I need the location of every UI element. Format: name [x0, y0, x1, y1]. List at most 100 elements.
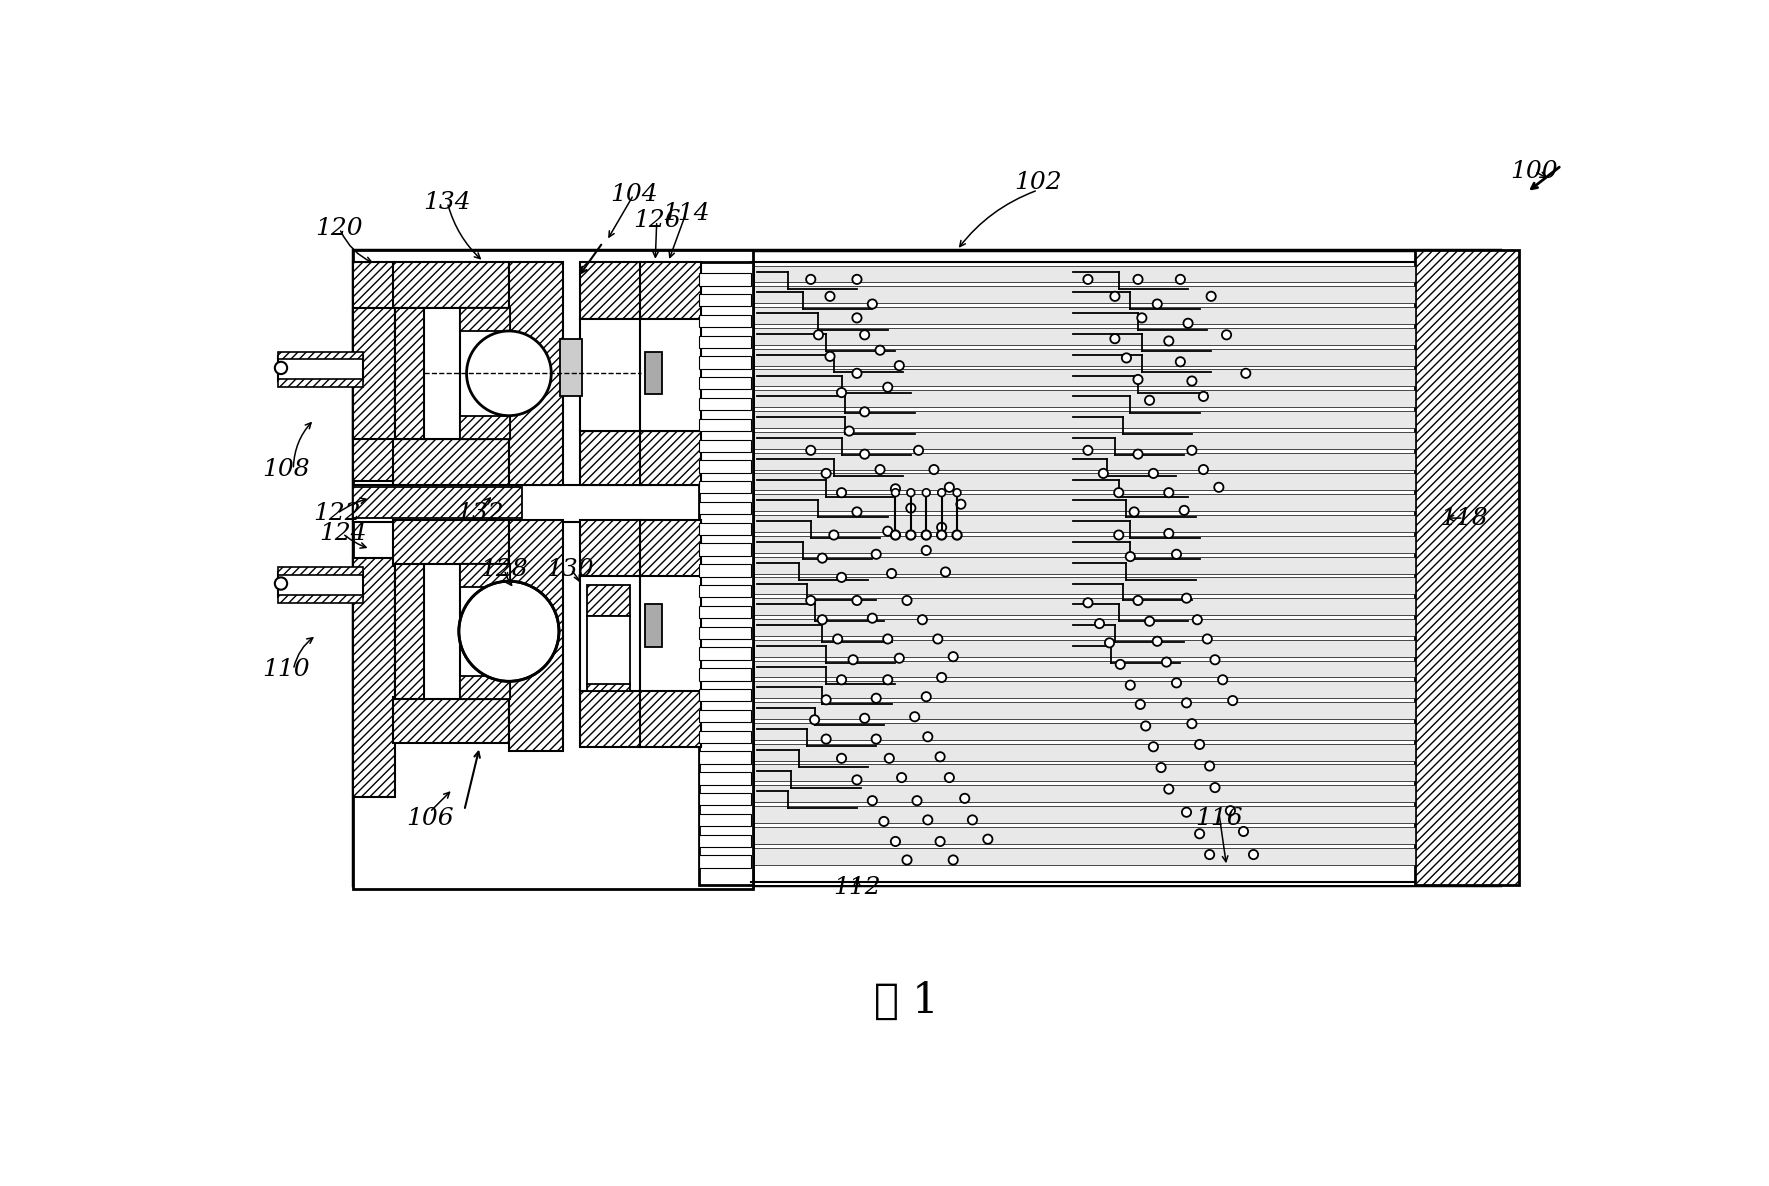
Circle shape	[1164, 337, 1173, 345]
Bar	[752, 619, 1415, 636]
Circle shape	[1111, 292, 1120, 301]
Bar	[699, 585, 752, 598]
Circle shape	[915, 446, 923, 455]
Text: 100: 100	[1511, 160, 1558, 183]
Circle shape	[1111, 334, 1120, 343]
Circle shape	[849, 655, 858, 664]
Circle shape	[1083, 446, 1093, 455]
Bar	[352, 250, 754, 890]
Text: 132: 132	[456, 502, 504, 525]
Circle shape	[938, 489, 945, 497]
Circle shape	[1203, 635, 1212, 644]
Circle shape	[1106, 638, 1114, 648]
Bar	[699, 440, 752, 452]
Circle shape	[1182, 808, 1191, 817]
Bar	[699, 626, 752, 639]
Circle shape	[883, 383, 892, 391]
Bar	[460, 676, 511, 699]
Circle shape	[923, 732, 932, 741]
Bar	[699, 606, 752, 618]
Circle shape	[1183, 319, 1192, 327]
Bar	[699, 689, 752, 701]
Bar	[587, 683, 630, 691]
Bar	[752, 806, 1415, 823]
Circle shape	[1141, 721, 1150, 731]
Bar	[587, 585, 630, 616]
Circle shape	[837, 573, 846, 582]
Circle shape	[1114, 530, 1123, 540]
Text: 102: 102	[1014, 171, 1061, 193]
Bar	[752, 536, 1415, 553]
Bar	[699, 752, 752, 764]
Circle shape	[945, 483, 953, 492]
Circle shape	[918, 616, 927, 624]
Text: 114: 114	[662, 202, 709, 224]
Bar	[460, 565, 511, 699]
Bar	[699, 855, 752, 868]
Circle shape	[883, 527, 892, 536]
Circle shape	[1125, 681, 1136, 690]
Circle shape	[1134, 275, 1143, 283]
Bar	[640, 576, 701, 691]
Circle shape	[936, 752, 945, 761]
Circle shape	[902, 855, 911, 865]
Circle shape	[1099, 468, 1107, 478]
Circle shape	[821, 734, 831, 744]
Bar	[352, 250, 1500, 886]
Circle shape	[1242, 369, 1251, 378]
Bar	[752, 578, 1415, 594]
Circle shape	[860, 449, 869, 459]
Bar	[580, 519, 642, 578]
Circle shape	[941, 567, 950, 576]
Bar	[640, 519, 701, 578]
Bar	[460, 308, 511, 439]
Circle shape	[1226, 806, 1235, 815]
Bar	[699, 565, 752, 576]
Bar	[699, 793, 752, 805]
Bar	[752, 556, 1415, 574]
Bar	[352, 308, 394, 439]
Circle shape	[1176, 275, 1185, 283]
Circle shape	[922, 530, 930, 540]
Bar	[699, 273, 752, 286]
Circle shape	[938, 523, 946, 533]
Circle shape	[1210, 783, 1219, 792]
Circle shape	[1134, 449, 1143, 459]
Circle shape	[1153, 637, 1162, 646]
Text: 118: 118	[1440, 506, 1488, 530]
Circle shape	[968, 815, 976, 824]
Text: 126: 126	[633, 210, 681, 232]
Bar	[646, 352, 662, 394]
Circle shape	[814, 330, 823, 339]
Bar	[352, 559, 394, 797]
Circle shape	[906, 503, 916, 512]
Circle shape	[1238, 827, 1249, 836]
Circle shape	[872, 549, 881, 559]
Circle shape	[837, 675, 846, 684]
Bar	[752, 702, 1415, 719]
Bar	[752, 262, 1415, 886]
Circle shape	[467, 331, 552, 415]
Circle shape	[938, 530, 946, 540]
Circle shape	[892, 837, 900, 846]
Bar	[278, 567, 363, 575]
Text: 124: 124	[318, 522, 366, 546]
Circle shape	[853, 313, 862, 323]
Circle shape	[844, 427, 854, 435]
Circle shape	[1145, 617, 1153, 626]
Circle shape	[1187, 719, 1196, 728]
Circle shape	[876, 345, 884, 355]
Bar	[278, 572, 363, 597]
Circle shape	[1164, 529, 1173, 538]
Circle shape	[826, 292, 835, 301]
Circle shape	[936, 837, 945, 846]
Bar	[460, 308, 511, 331]
Circle shape	[922, 546, 930, 555]
Circle shape	[895, 653, 904, 663]
Circle shape	[1182, 593, 1191, 602]
Bar	[1415, 250, 1520, 886]
Bar	[509, 262, 563, 485]
Bar	[752, 723, 1415, 740]
Circle shape	[883, 675, 892, 684]
Circle shape	[274, 578, 287, 589]
